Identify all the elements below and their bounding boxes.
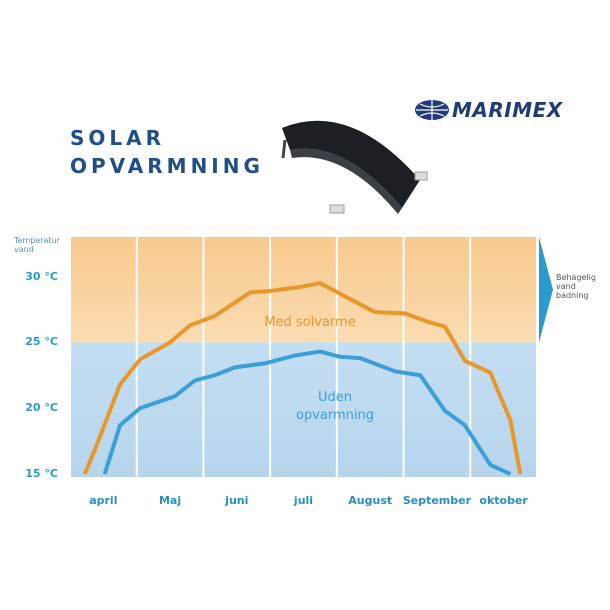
y-tick-label: 15 °C bbox=[25, 467, 58, 480]
title: SOLAR OPVARMNING bbox=[70, 126, 264, 178]
warm-zone bbox=[70, 237, 537, 343]
y-tick-label: 20 °C bbox=[25, 401, 58, 415]
x-tick-label: August bbox=[348, 494, 393, 507]
annotation: Behagelig vand badning bbox=[556, 273, 596, 300]
x-tick-label: juni bbox=[225, 494, 249, 507]
comfort-arrow bbox=[539, 237, 553, 343]
x-tick-label: april bbox=[89, 494, 118, 507]
x-tick-label: Maj bbox=[158, 494, 182, 507]
y-tick-label: 25 °C bbox=[25, 335, 58, 349]
x-tick-label: oktober bbox=[479, 494, 528, 507]
series-line bbox=[82, 281, 523, 475]
plot bbox=[82, 281, 523, 476]
logo-globe bbox=[415, 100, 449, 120]
series-label: Uden opvarmning bbox=[296, 390, 374, 423]
y-tick-label: 30 °C bbox=[25, 269, 58, 283]
cool-zone bbox=[70, 342, 537, 477]
solar-panel bbox=[281, 120, 428, 214]
x-tick-label: September bbox=[402, 494, 472, 507]
logo: MARIMEX bbox=[452, 98, 563, 122]
chart-background bbox=[69, 237, 553, 477]
y-axis-label: Temperatur vand bbox=[14, 236, 60, 254]
series-line bbox=[102, 349, 512, 476]
x-tick-label: juli bbox=[293, 494, 314, 507]
series-label: Med solvarme bbox=[264, 315, 356, 330]
